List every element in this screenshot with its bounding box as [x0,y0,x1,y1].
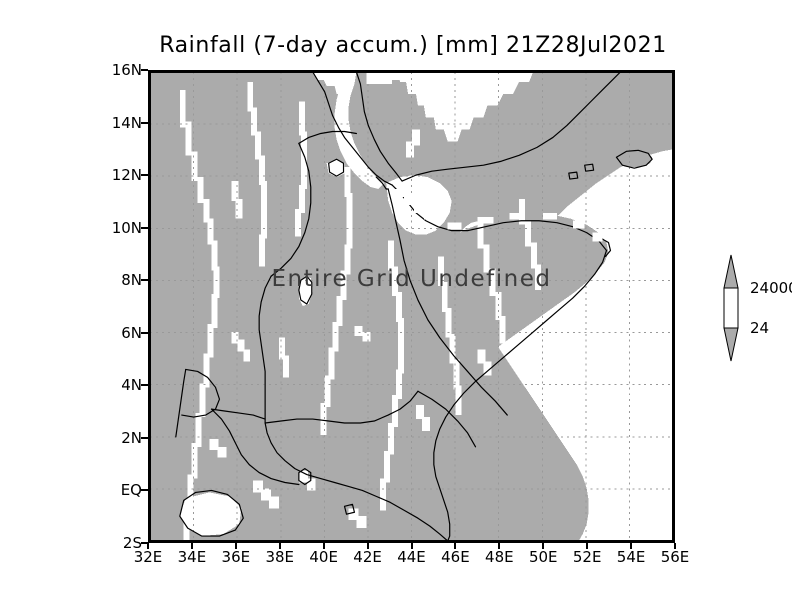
y-axis-labels: 16N 14N 12N 10N 8N 6N 4N 2N EQ 2S [96,61,142,552]
y-axis-tick-label: 4N [121,376,142,395]
x-axis-tick-label: 32E [133,548,163,566]
colorbar-label-upper: 240000 [750,279,792,297]
x-axis-tick-label: 36E [221,548,251,566]
map-canvas [150,72,673,541]
x-axis-tick-label: 40E [309,548,338,566]
x-axis-tick-label: 44E [397,548,426,566]
y-axis-tick-mark [141,69,148,71]
x-axis-tick-label: 48E [485,548,514,566]
y-axis-tick-label: 12N [111,166,142,185]
y-axis-tick-mark [141,226,148,229]
x-axis-tick-mark [630,543,633,549]
x-axis-tick-mark [454,543,457,549]
y-axis-tick-mark [141,542,148,544]
map-plot-area[interactable]: Entire Grid Undefined [148,70,675,543]
x-axis-tick-mark [278,543,281,549]
y-axis-tick-label: 2S [122,534,142,552]
x-axis-tick-mark [366,543,369,549]
x-axis-tick-mark [322,543,325,549]
y-axis-tick-label: 6N [121,323,142,342]
x-axis-tick-mark [410,543,413,549]
colorbar: 240000 24 [716,252,792,364]
y-axis-tick-mark [141,121,148,124]
y-axis-tick-mark [141,436,148,439]
y-axis-tick-label: 14N [111,113,142,132]
x-axis-tick-label: 34E [177,548,207,566]
x-axis-tick-mark [234,543,237,549]
x-axis-tick-mark [498,543,501,549]
y-axis-tick-label: 8N [121,271,142,290]
x-axis-tick-label: 54E [616,548,646,566]
y-axis-tick-mark [141,174,148,177]
x-axis-tick-label: 52E [572,548,602,566]
y-axis-tick-label: EQ [120,481,142,500]
colorbar-swatches [723,254,739,362]
x-axis-tick-mark [674,543,676,549]
x-axis-tick-mark [147,543,149,549]
x-axis-tick-mark [542,543,545,549]
y-axis-tick-mark [141,279,148,282]
x-axis-tick-label: 46E [441,548,470,566]
x-axis-tick-label: 56E [660,548,690,566]
x-axis-tick-mark [190,543,193,549]
x-axis-tick-label: 42E [353,548,382,566]
page-title: Rainfall (7-day accum.) [mm] 21Z28Jul202… [159,33,667,58]
y-axis-tick-mark [141,384,148,387]
y-axis-tick-label: 16N [111,61,142,79]
y-axis-ticks [141,69,148,544]
x-axis-tick-label: 38E [265,548,295,566]
x-axis-tick-label: 50E [528,548,558,566]
x-axis-ticks [147,543,676,549]
y-axis-tick-label: 10N [111,218,142,237]
y-axis-tick-mark [141,489,148,492]
x-axis-labels: 32E 34E 36E 38E 40E 42E 44E 46E 48E 50E 52E 54E 56E [134,548,690,570]
colorbar-label-lower: 24 [750,319,770,337]
y-axis-tick-mark [141,331,148,334]
y-axis-tick-label: 2N [121,428,142,447]
x-axis-tick-mark [586,543,589,549]
